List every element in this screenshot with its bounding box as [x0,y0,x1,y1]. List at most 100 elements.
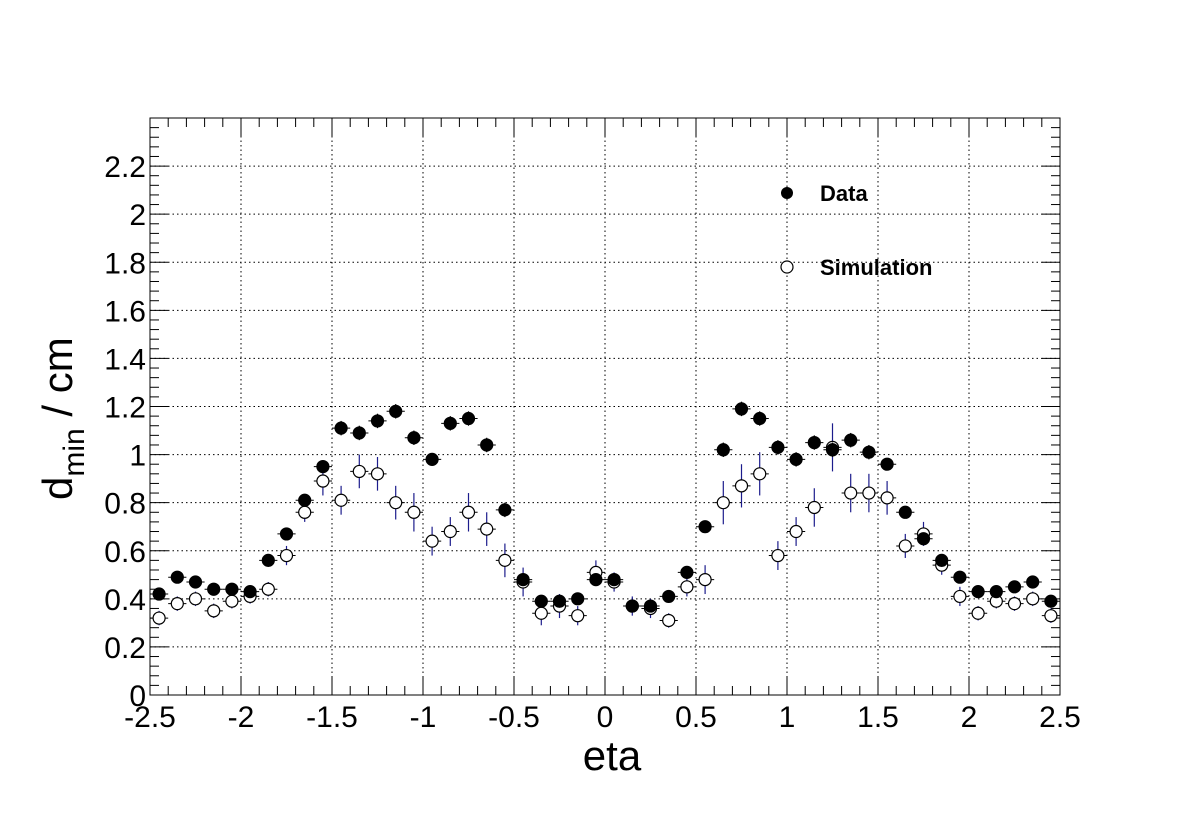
simulation-point [953,589,967,604]
legend-label-simulation: Simulation [820,255,932,280]
simulation-point [898,539,912,553]
simulation-point [352,464,366,479]
simulation-point [188,592,203,606]
x-tick-label: -0.5 [488,701,540,734]
data-point [425,452,439,466]
data-point [370,414,385,428]
simulation-point [316,474,330,488]
simulation-point [407,505,421,519]
y-tick-label: 2 [129,199,146,232]
simulation-point [170,597,184,611]
simulation-point [480,522,494,536]
data-point [989,585,1003,599]
data-point [279,527,294,541]
data-point [880,457,894,471]
data-point [753,411,767,426]
simulation-point [1026,592,1040,606]
data-point [534,594,548,608]
simulation-point [389,496,403,510]
y-tick-label: 1.2 [104,392,146,425]
data-point [407,431,421,445]
legend-label-data: Data [820,181,868,206]
simulation-point [734,479,749,493]
x-tick-label: -1 [410,701,437,734]
y-tick-label: 1 [129,440,146,473]
data-point [498,503,512,517]
data-point [389,404,403,418]
data-point [243,585,257,599]
data-point [935,553,949,567]
axis-ticks [149,117,1061,696]
data-point [516,572,530,587]
simulation-point [334,493,348,507]
x-tick-label: 2.5 [1039,701,1081,734]
simulation-point [789,524,803,539]
simulation-point [261,582,275,596]
data-point [844,433,858,447]
simulation-point [152,611,166,625]
y-tick-labels: 0 0.2 0.4 0.6 0.8 1 1.2 1.4 1.6 1.8 2 2.2 [104,151,146,713]
simulation-point [1044,609,1058,623]
simulation-point [807,500,821,515]
data-point [607,572,621,587]
y-tick-label: 0.8 [104,488,146,521]
simulation-point [880,491,894,505]
simulation-point [571,609,585,623]
data-point [862,445,876,459]
data-point [480,438,494,452]
x-tick-label: 0.5 [675,701,717,734]
simulation-point [279,548,294,563]
simulation-point [534,606,548,620]
x-tick-label: -2.5 [124,701,176,734]
grid-lines [150,118,1060,695]
data-point [261,553,275,567]
data-point [207,582,221,596]
data-point [698,520,712,534]
y-axis-title: dmin / cm [34,337,91,500]
legend: Data Simulation [780,181,932,280]
series-data [150,401,1060,613]
data-point [680,565,694,579]
data-point [734,402,749,416]
simulation-point [225,594,239,608]
legend-marker-data [781,187,793,199]
x-tick-label: 1.5 [857,701,899,734]
data-point [152,587,166,601]
data-point [789,452,803,466]
y-tick-label: 0.6 [104,536,146,569]
simulation-point [461,505,476,519]
data-point [552,594,567,608]
simulation-point [698,572,712,587]
simulation-point [680,580,694,594]
data-point [953,570,967,584]
x-tick-label: 1 [779,701,796,734]
x-tick-label: -2 [228,701,255,734]
data-point [625,599,639,613]
y-tick-label: 0 [129,680,146,713]
simulation-point [662,613,676,628]
data-point [662,589,676,604]
data-point [461,411,476,426]
y-tick-label: 1.4 [104,343,146,376]
y-tick-label: 2.2 [104,151,146,184]
data-point [716,443,730,457]
data-point [771,440,785,454]
x-tick-label: -1.5 [306,701,358,734]
series-simulation [150,423,1060,628]
simulation-point [498,553,512,567]
data-point [643,599,658,613]
y-tick-label: 1.6 [104,295,146,328]
y-axis-title-sub: min [58,428,91,476]
simulation-point [1007,597,1022,611]
simulation-point [425,534,439,548]
simulation-point [716,496,730,510]
simulation-point [298,505,312,519]
data-point [807,435,821,450]
simulation-point [844,486,858,500]
data-point [825,443,840,457]
simulation-point [207,604,221,618]
y-axis-title-rest: / cm [34,337,81,428]
legend-marker-simulation [780,260,794,274]
data-point [298,493,312,507]
